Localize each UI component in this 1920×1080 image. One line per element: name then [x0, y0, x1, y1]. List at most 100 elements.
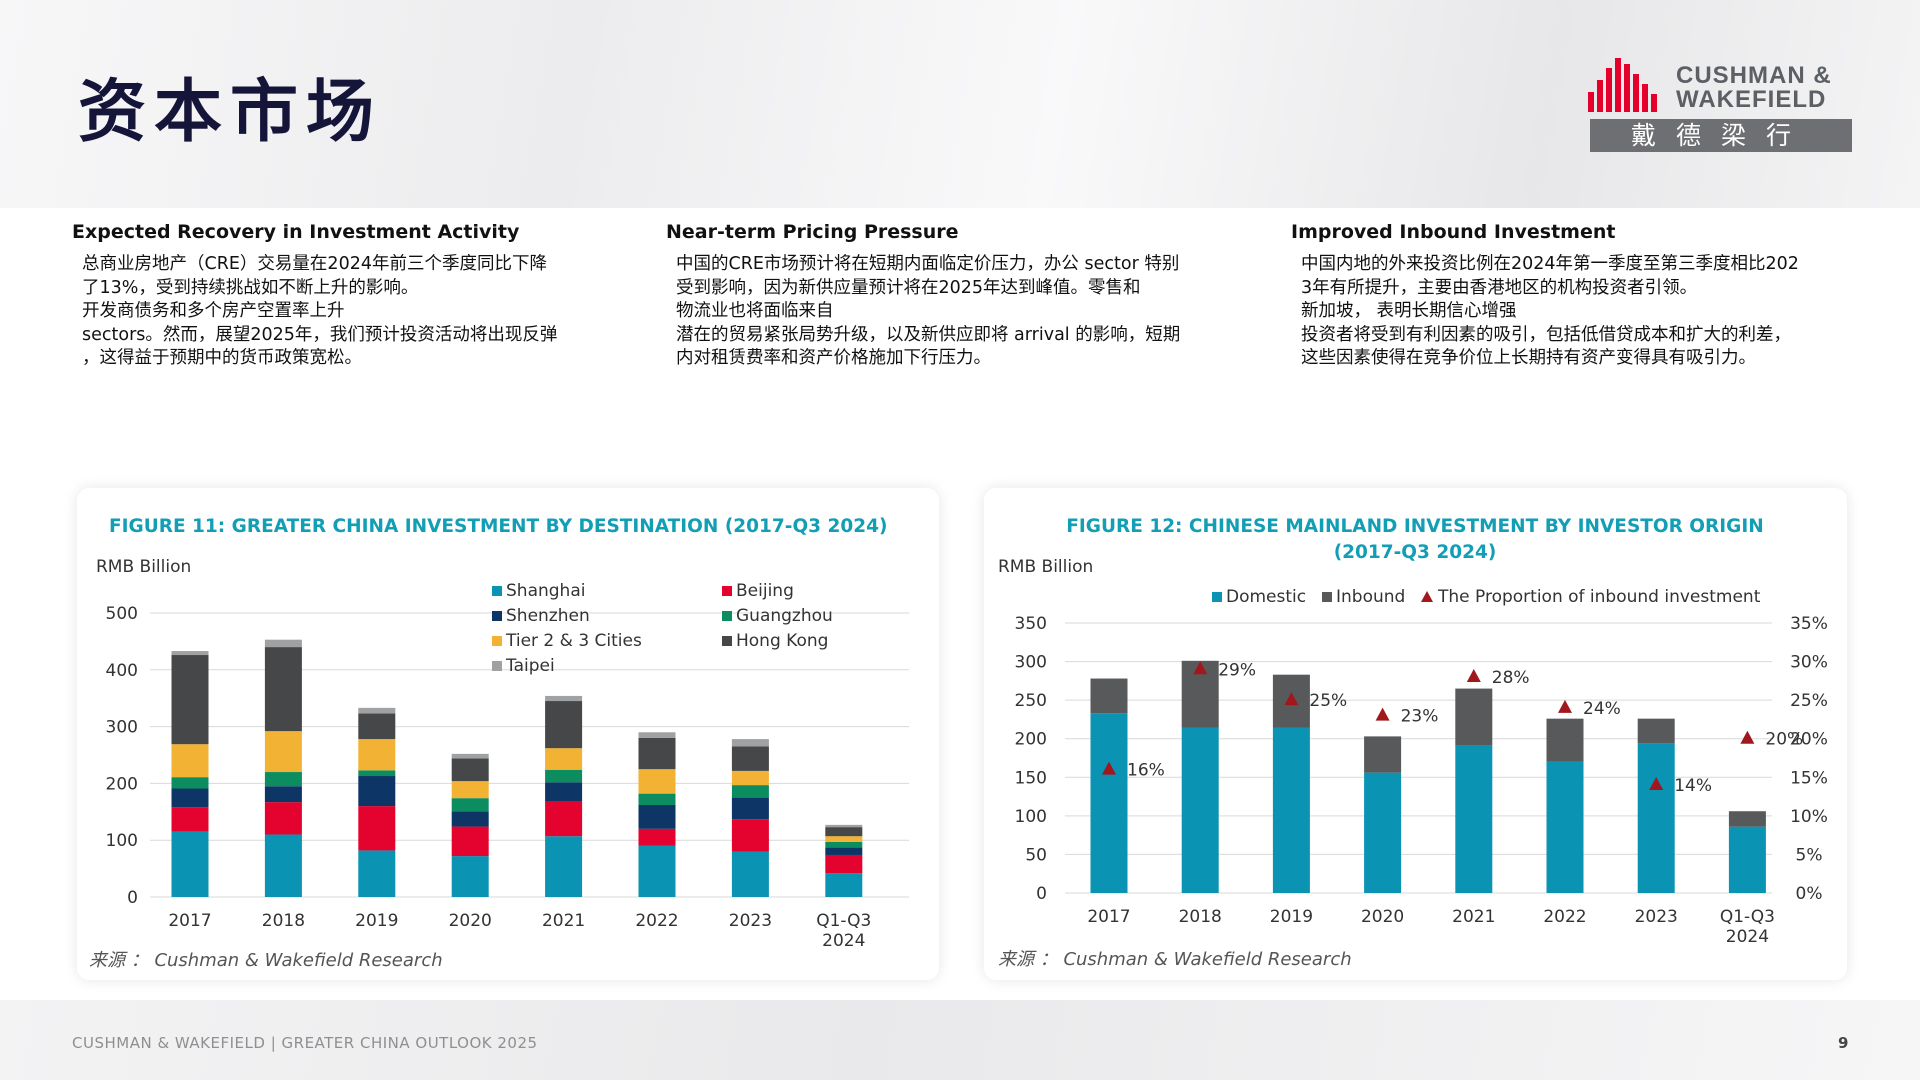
- bar-segment: [825, 873, 863, 897]
- y-tick-label: 0: [1036, 884, 1047, 904]
- legend-label: Shenzhen: [506, 606, 590, 626]
- bar-segment: [825, 836, 863, 842]
- footer-background: [0, 1000, 1920, 1080]
- bar-segment: [825, 854, 863, 874]
- chart-title: FIGURE 12: CHINESE MAINLAND INVESTMENT B…: [1066, 516, 1763, 537]
- legend-label: Domestic: [1226, 587, 1306, 607]
- bar-segment: [1272, 727, 1310, 893]
- bar-segment: [731, 851, 769, 897]
- proportion-label: 25%: [1309, 691, 1347, 711]
- bar-segment: [358, 806, 396, 851]
- cushman-wakefield-logo: CUSHMAN & WAKEFIELD 戴德梁行: [1588, 56, 1852, 152]
- y-tick-label: 300: [1015, 653, 1047, 673]
- column-heading: Improved Inbound Investment: [1291, 221, 1616, 243]
- y-tick-label: 200: [1015, 730, 1047, 750]
- x-tick-label: 2021: [542, 911, 585, 931]
- proportion-marker: [1466, 669, 1481, 682]
- x-tick-label: 2018: [262, 911, 305, 931]
- bar-segment: [264, 772, 302, 787]
- bar-segment: [358, 707, 396, 714]
- x-tick-label: 2022: [1543, 907, 1586, 927]
- proportion-label: 20%: [1765, 730, 1803, 750]
- y2-tick-label: 5%: [1796, 845, 1823, 865]
- bar-segment: [638, 828, 676, 846]
- logo-brand-text: CUSHMAN & WAKEFIELD: [1676, 62, 1832, 113]
- legend-label: Taipei: [505, 656, 555, 676]
- bar-segment: [825, 841, 863, 848]
- logo-bars-icon: [1588, 58, 1657, 112]
- source-note: 来源 ： Cushman & Wakefield Research: [89, 950, 443, 971]
- bar-segment: [451, 826, 489, 857]
- bar-segment: [731, 797, 769, 820]
- bar-segment: [1455, 688, 1493, 746]
- page-title: 资本市场: [78, 73, 383, 152]
- bar-segment: [171, 777, 209, 789]
- x-tick-label: 2019: [1270, 907, 1313, 927]
- proportion-marker: [1193, 661, 1208, 675]
- bar-segment: [171, 744, 209, 778]
- x-tick-label: 2023: [1635, 907, 1678, 927]
- proportion-label: 14%: [1674, 776, 1712, 796]
- legend-label: Hong Kong: [736, 631, 828, 651]
- bar-segment: [451, 798, 489, 812]
- logo-chinese-text: 戴德梁行: [1590, 119, 1852, 152]
- y-tick-label: 200: [106, 774, 138, 794]
- legend-marker: [1421, 591, 1433, 602]
- bar-segment: [545, 836, 583, 897]
- bar-segment: [731, 819, 769, 852]
- legend-swatch: [722, 611, 732, 621]
- column-recovery: Expected Recovery in Investment Activity…: [72, 221, 652, 371]
- bar-segment: [545, 748, 583, 770]
- bar-segment: [731, 739, 769, 747]
- figure-12-chart: FIGURE 12: CHINESE MAINLAND INVESTMENT B…: [998, 516, 1828, 970]
- legend-swatch: [492, 611, 502, 621]
- legend-swatch: [1212, 592, 1222, 602]
- proportion-marker: [1375, 707, 1390, 721]
- bar-segment: [1090, 713, 1128, 893]
- legend-label: Beijing: [736, 581, 794, 601]
- legend-label: Shanghai: [506, 581, 585, 601]
- bar-segment: [171, 807, 209, 832]
- page-number: 9: [1838, 1034, 1849, 1052]
- bar-segment: [451, 758, 489, 782]
- legend-swatch: [492, 586, 502, 596]
- figure-12-card: FIGURE 12: CHINESE MAINLAND INVESTMENT B…: [984, 488, 1847, 980]
- x-tick-label: 2017: [168, 911, 211, 931]
- y2-tick-label: 10%: [1790, 807, 1828, 827]
- bar-segment: [264, 802, 302, 835]
- x-tick-label: 2020: [449, 911, 492, 931]
- bar-segment: [1546, 718, 1584, 762]
- y-tick-label: 100: [106, 831, 138, 851]
- chart-title: FIGURE 11: GREATER CHINA INVESTMENT BY D…: [109, 516, 887, 537]
- bar-segment: [1364, 772, 1402, 893]
- chart-title: (2017-Q3 2024): [1334, 542, 1497, 563]
- y-axis-label: RMB Billion: [96, 557, 191, 577]
- x-tick-label: 2017: [1087, 907, 1130, 927]
- bar-segment: [1364, 736, 1402, 773]
- column-heading: Near-term Pricing Pressure: [666, 221, 959, 243]
- bar-segment: [1455, 745, 1493, 893]
- bar-segment: [825, 847, 863, 855]
- bar-segment: [358, 770, 396, 777]
- bar-segment: [451, 811, 489, 827]
- column-body: 总商业房地产（CRE）交易量在2024年前三个季度同比下降 了13%，受到持续挑…: [82, 254, 558, 368]
- x-tick-label: 2018: [1179, 907, 1222, 927]
- y-tick-label: 400: [106, 661, 138, 681]
- bar-segment: [731, 746, 769, 771]
- y-tick-label: 150: [1015, 768, 1047, 788]
- proportion-marker: [1649, 777, 1664, 790]
- bar-segment: [545, 701, 583, 749]
- bar-segment: [451, 753, 489, 759]
- x-tick-label: 2020: [1361, 907, 1404, 927]
- y-tick-label: 300: [106, 718, 138, 738]
- bar-segment: [264, 786, 302, 803]
- proportion-label: 24%: [1583, 699, 1621, 719]
- bar-segment: [825, 824, 863, 828]
- legend-label: Tier 2 & 3 Cities: [505, 631, 642, 651]
- bar-segment: [1637, 718, 1675, 744]
- bar-segment: [358, 713, 396, 740]
- bar-segment: [638, 845, 676, 897]
- legend-label: Guangzhou: [736, 606, 833, 626]
- column-inbound: Improved Inbound Investment 中国内地的外来投资比例在…: [1291, 221, 1891, 371]
- bar-segment: [264, 647, 302, 732]
